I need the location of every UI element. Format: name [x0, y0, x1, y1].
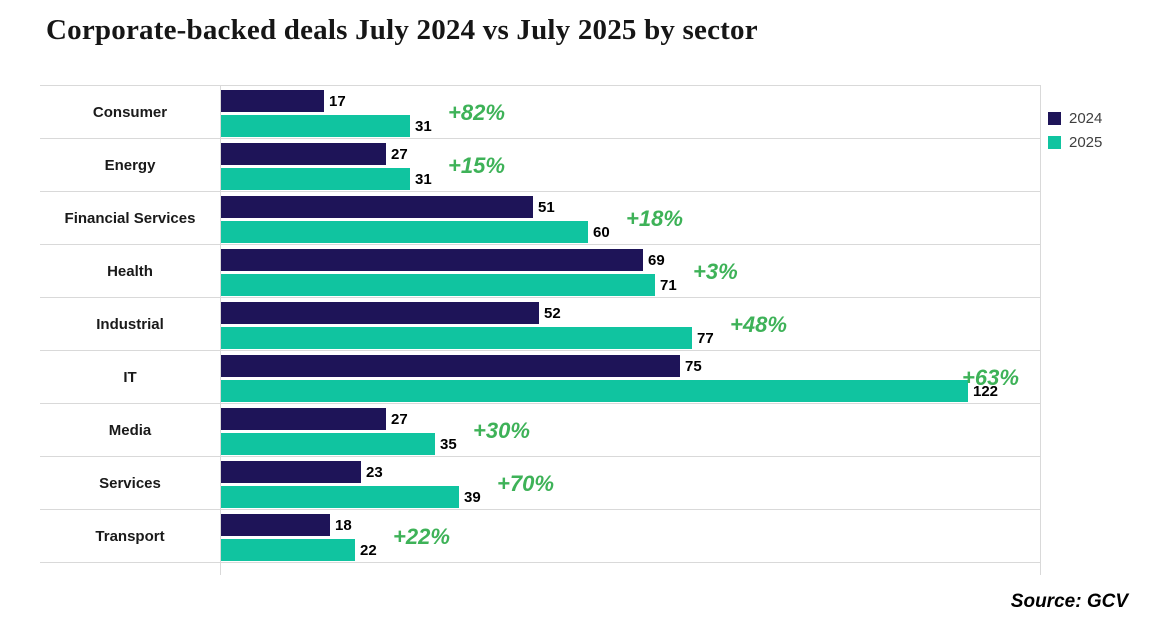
value-label-2025: 77 — [697, 329, 714, 347]
chart-row-transport: Transport 18 22 +22% — [40, 509, 1040, 562]
bar-2025 — [220, 115, 410, 137]
legend-label-2024: 2024 — [1069, 110, 1103, 127]
bar-2024 — [220, 90, 324, 112]
percent-change-label: +15% — [448, 152, 505, 178]
source-attribution: Source: GCV — [1010, 591, 1128, 612]
percent-change-label: +48% — [730, 311, 787, 337]
bar-2025 — [220, 168, 410, 190]
chart-row-health: Health 69 71 +3% — [40, 244, 1040, 297]
percent-change-label: +30% — [473, 417, 530, 443]
category-label: Health — [107, 263, 153, 280]
value-label-2024: 27 — [391, 410, 408, 428]
percent-change-label: +70% — [497, 470, 554, 496]
value-label-2024: 75 — [685, 357, 702, 375]
category-label: Energy — [104, 157, 156, 174]
plot-right-border — [1040, 85, 1041, 575]
legend-label-2025: 2025 — [1069, 134, 1103, 151]
value-label-2025: 39 — [464, 488, 481, 506]
chart-legend: 2024 2025 — [1048, 110, 1102, 151]
chart-row-financial-services: Financial Services 51 60 +18% — [40, 191, 1040, 244]
percent-change-label: +63% — [962, 364, 1019, 390]
value-label-2025: 122 — [973, 382, 999, 400]
category-label: Services — [99, 475, 161, 492]
chart-row-services: Services 23 39 +70% — [40, 456, 1040, 509]
bar-2024 — [220, 143, 386, 165]
percent-change-label: +18% — [626, 205, 683, 231]
gridline-bottom — [40, 562, 1040, 563]
bar-2025 — [220, 380, 968, 402]
percent-change-label: +82% — [448, 99, 505, 125]
percent-change-label: +22% — [393, 523, 450, 549]
bar-2025 — [220, 539, 355, 561]
value-label-2025: 31 — [415, 117, 432, 135]
chart-title: Corporate-backed deals July 2024 vs July… — [46, 14, 758, 46]
value-label-2024: 51 — [538, 198, 555, 216]
bar-2024 — [220, 461, 361, 483]
legend-swatch-2025-icon — [1048, 136, 1061, 149]
value-label-2024: 27 — [391, 145, 408, 163]
bar-2024 — [220, 302, 539, 324]
bar-2024 — [220, 196, 533, 218]
value-label-2024: 69 — [648, 251, 665, 269]
category-label: IT — [123, 369, 137, 386]
bar-2024 — [220, 249, 643, 271]
value-label-2025: 22 — [360, 541, 377, 559]
bar-2024 — [220, 355, 680, 377]
bar-2024 — [220, 408, 386, 430]
chart-row-media: Media 27 35 +30% — [40, 403, 1040, 456]
chart-row-consumer: Consumer 17 31 +82% — [40, 85, 1040, 138]
percent-change-label: +3% — [693, 258, 738, 284]
bar-2025 — [220, 433, 435, 455]
bar-2025 — [220, 486, 459, 508]
value-label-2025: 35 — [440, 435, 457, 453]
value-label-2025: 60 — [593, 223, 610, 241]
bar-2025 — [220, 274, 655, 296]
category-label: Media — [108, 422, 152, 439]
value-label-2024: 17 — [329, 92, 346, 110]
axis-zero-line — [220, 85, 221, 575]
value-label-2024: 18 — [335, 516, 352, 534]
category-label: Financial Services — [64, 210, 196, 227]
value-label-2024: 52 — [544, 304, 561, 322]
bar-2025 — [220, 327, 692, 349]
category-label: Consumer — [92, 104, 168, 121]
legend-item-2025: 2025 — [1048, 134, 1102, 151]
category-label: Industrial — [96, 316, 164, 333]
chart-row-it: IT 75 122 +63% — [40, 350, 1040, 403]
bar-2024 — [220, 514, 330, 536]
legend-item-2024: 2024 — [1048, 110, 1102, 127]
legend-swatch-2024-icon — [1048, 112, 1061, 125]
category-label: Transport — [95, 528, 165, 545]
value-label-2025: 31 — [415, 170, 432, 188]
bar-2025 — [220, 221, 588, 243]
chart-row-industrial: Industrial 52 77 +48% — [40, 297, 1040, 350]
value-label-2024: 23 — [366, 463, 383, 481]
value-label-2025: 71 — [660, 276, 677, 294]
chart-row-energy: Energy 27 31 +15% — [40, 138, 1040, 191]
bar-chart: Consumer 17 31 +82% Energy 27 31 +15% Financial … — [40, 85, 1041, 575]
